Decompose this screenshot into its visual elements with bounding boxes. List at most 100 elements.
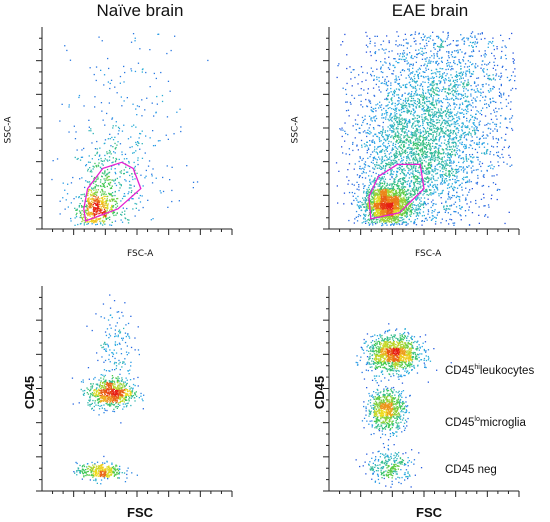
event-point [429, 126, 431, 128]
event-point [428, 86, 430, 88]
event-point [438, 152, 441, 154]
event-point [411, 132, 414, 134]
event-point [419, 139, 421, 141]
event-point [425, 131, 428, 133]
event-point [375, 194, 377, 196]
event-point [402, 207, 404, 209]
event-point [97, 197, 99, 199]
event-point [362, 119, 365, 122]
event-point [435, 139, 438, 141]
event-point [445, 169, 447, 172]
event-point [379, 211, 382, 213]
event-point [457, 123, 459, 125]
event-point [459, 150, 461, 152]
event-point [104, 170, 106, 172]
event-point [431, 170, 433, 172]
event-point [471, 116, 473, 118]
event-point [196, 181, 199, 183]
event-point [141, 71, 143, 73]
event-point [465, 197, 467, 199]
event-point [402, 54, 404, 56]
event-point [95, 191, 97, 193]
event-point [405, 175, 407, 177]
event-point [482, 83, 484, 86]
event-point [444, 167, 446, 169]
event-point [466, 194, 469, 196]
event-point [80, 205, 83, 207]
event-point [135, 126, 137, 128]
event-point [373, 168, 375, 170]
event-point [166, 52, 168, 55]
event-point [139, 132, 141, 135]
event-point [84, 205, 87, 208]
event-point [396, 184, 399, 186]
event-point [407, 210, 409, 212]
event-point [408, 205, 411, 207]
event-point [89, 215, 91, 217]
event-point [361, 159, 363, 161]
event-point [413, 184, 415, 186]
event-point [472, 73, 474, 75]
event-point [393, 209, 395, 211]
event-point [407, 172, 409, 175]
event-point [471, 73, 473, 75]
event-point [388, 203, 390, 205]
event-point [447, 36, 449, 38]
event-point [409, 204, 411, 206]
event-point [114, 142, 116, 145]
event-point [418, 154, 420, 157]
event-point [381, 200, 383, 202]
event-point [387, 189, 389, 191]
event-point [93, 206, 95, 208]
event-point [364, 145, 366, 148]
event-point [414, 135, 416, 137]
event-point [435, 156, 437, 159]
event-point [389, 183, 391, 185]
event-point [493, 175, 495, 177]
event-point [78, 96, 80, 99]
event-point [413, 102, 415, 104]
event-point [112, 139, 115, 141]
event-point [420, 192, 422, 195]
event-point [67, 183, 69, 185]
event-point [395, 108, 397, 111]
event-point [384, 130, 387, 132]
event-point [388, 195, 391, 197]
event-point [432, 134, 434, 136]
event-point [398, 62, 400, 64]
event-point [390, 172, 392, 175]
event-point [101, 198, 104, 200]
event-point [373, 94, 375, 97]
event-point [395, 134, 397, 136]
event-point [429, 129, 431, 131]
event-point [73, 198, 75, 200]
event-point [104, 210, 106, 212]
event-point [458, 117, 460, 119]
event-point [93, 194, 95, 196]
event-point [424, 180, 426, 183]
event-point [86, 219, 88, 221]
event-point [456, 191, 458, 194]
event-point [490, 79, 493, 81]
event-point [117, 133, 119, 135]
event-point [471, 188, 473, 190]
event-point [418, 160, 420, 162]
event-point [376, 76, 378, 78]
event-point [109, 151, 111, 153]
event-point [395, 207, 397, 209]
event-point [386, 198, 388, 201]
event-point [114, 168, 116, 170]
event-point [400, 207, 402, 209]
event-point [404, 110, 406, 113]
event-point [389, 118, 391, 120]
event-point [418, 209, 420, 211]
event-point [414, 209, 416, 211]
event-point [397, 210, 399, 212]
event-point [369, 200, 371, 202]
event-point [433, 178, 435, 180]
event-point [389, 178, 391, 180]
event-point [395, 160, 397, 162]
event-point [458, 166, 461, 168]
event-point [152, 145, 155, 147]
event-point [88, 197, 90, 199]
